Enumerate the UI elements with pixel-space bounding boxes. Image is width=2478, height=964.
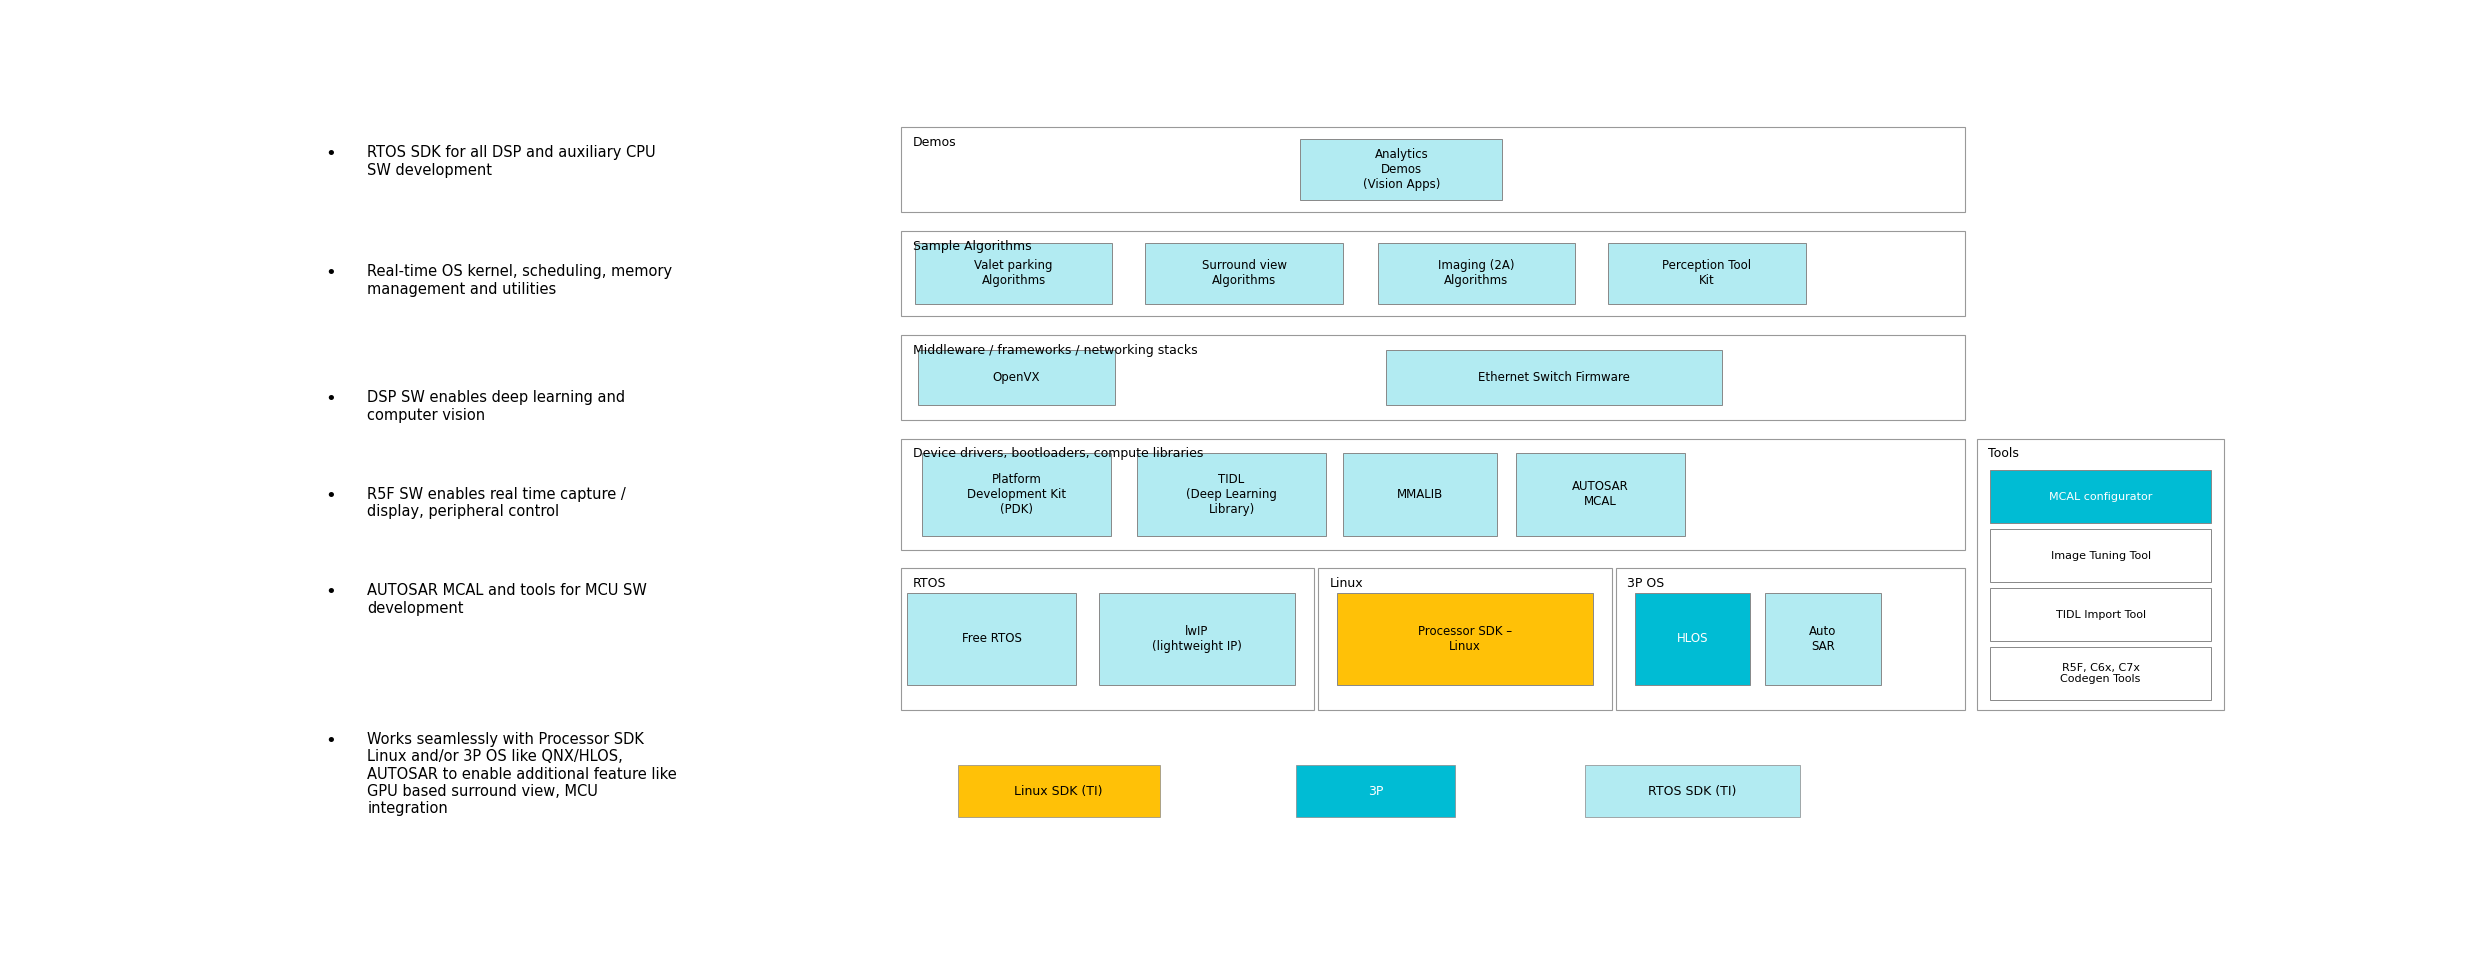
FancyBboxPatch shape [1990, 647, 2210, 700]
Text: •: • [325, 487, 337, 505]
FancyBboxPatch shape [917, 350, 1115, 405]
FancyBboxPatch shape [1977, 439, 2225, 710]
Text: Processor SDK –
Linux: Processor SDK – Linux [1417, 625, 1512, 653]
Text: •: • [325, 390, 337, 409]
Text: 3P: 3P [1368, 785, 1383, 797]
Text: Works seamlessly with Processor SDK
Linux and/or 3P OS like QNX/HLOS,
AUTOSAR to: Works seamlessly with Processor SDK Linu… [367, 732, 676, 817]
Text: Middleware / frameworks / networking stacks: Middleware / frameworks / networking sta… [912, 343, 1197, 357]
Text: Linux SDK (TI): Linux SDK (TI) [1014, 785, 1103, 797]
Text: •: • [325, 146, 337, 163]
Text: R5F, C6x, C7x
Codegen Tools: R5F, C6x, C7x Codegen Tools [2059, 663, 2141, 684]
FancyBboxPatch shape [1145, 243, 1343, 304]
FancyBboxPatch shape [922, 453, 1110, 536]
Text: •: • [325, 264, 337, 282]
Text: Valet parking
Algorithms: Valet parking Algorithms [974, 259, 1053, 287]
FancyBboxPatch shape [1137, 453, 1326, 536]
Text: HLOS: HLOS [1678, 632, 1707, 646]
FancyBboxPatch shape [1764, 593, 1881, 685]
Text: Ethernet Switch Firmware: Ethernet Switch Firmware [1479, 371, 1631, 384]
FancyBboxPatch shape [1343, 453, 1497, 536]
Text: •: • [325, 583, 337, 602]
Text: Demos: Demos [912, 136, 957, 148]
Text: MCAL configurator: MCAL configurator [2049, 492, 2153, 502]
Text: AUTOSAR MCAL and tools for MCU SW
development: AUTOSAR MCAL and tools for MCU SW develo… [367, 583, 647, 616]
Text: Real-time OS kernel, scheduling, memory
management and utilities: Real-time OS kernel, scheduling, memory … [367, 264, 672, 297]
Text: 3P OS: 3P OS [1628, 577, 1665, 590]
FancyBboxPatch shape [1301, 139, 1502, 200]
Text: Linux: Linux [1331, 577, 1363, 590]
FancyBboxPatch shape [1517, 453, 1685, 536]
FancyBboxPatch shape [1990, 470, 2210, 523]
FancyBboxPatch shape [914, 243, 1113, 304]
FancyBboxPatch shape [1318, 569, 1611, 710]
Text: Platform
Development Kit
(PDK): Platform Development Kit (PDK) [966, 472, 1066, 516]
FancyBboxPatch shape [1586, 765, 1799, 817]
Text: MMALIB: MMALIB [1398, 488, 1442, 500]
Text: Analytics
Demos
(Vision Apps): Analytics Demos (Vision Apps) [1363, 148, 1440, 191]
FancyBboxPatch shape [959, 765, 1160, 817]
Text: lwIP
(lightweight IP): lwIP (lightweight IP) [1152, 625, 1241, 653]
Text: TIDL
(Deep Learning
Library): TIDL (Deep Learning Library) [1187, 472, 1276, 516]
Text: Free RTOS: Free RTOS [961, 632, 1021, 646]
FancyBboxPatch shape [1385, 350, 1722, 405]
Text: RTOS SDK (TI): RTOS SDK (TI) [1648, 785, 1737, 797]
Text: Surround view
Algorithms: Surround view Algorithms [1202, 259, 1286, 287]
FancyBboxPatch shape [1990, 529, 2210, 582]
FancyBboxPatch shape [1616, 569, 1965, 710]
Text: Imaging (2A)
Algorithms: Imaging (2A) Algorithms [1437, 259, 1514, 287]
FancyBboxPatch shape [1296, 765, 1455, 817]
FancyBboxPatch shape [1338, 593, 1593, 685]
Text: OpenVX: OpenVX [994, 371, 1041, 384]
Text: •: • [325, 732, 337, 750]
FancyBboxPatch shape [907, 593, 1075, 685]
Text: AUTOSAR
MCAL: AUTOSAR MCAL [1571, 480, 1628, 508]
FancyBboxPatch shape [1378, 243, 1576, 304]
Text: TIDL Import Tool: TIDL Import Tool [2057, 609, 2146, 620]
FancyBboxPatch shape [902, 569, 1313, 710]
Text: Tools: Tools [1987, 447, 2020, 461]
FancyBboxPatch shape [1635, 593, 1749, 685]
FancyBboxPatch shape [902, 439, 1965, 549]
Text: DSP SW enables deep learning and
computer vision: DSP SW enables deep learning and compute… [367, 390, 624, 423]
Text: RTOS: RTOS [912, 577, 947, 590]
Text: Auto
SAR: Auto SAR [1809, 625, 1836, 653]
Text: Device drivers, bootloaders, compute libraries: Device drivers, bootloaders, compute lib… [912, 447, 1204, 461]
FancyBboxPatch shape [1608, 243, 1806, 304]
FancyBboxPatch shape [902, 127, 1965, 212]
Text: Image Tuning Tool: Image Tuning Tool [2049, 550, 2151, 561]
Text: Sample Algorithms: Sample Algorithms [912, 240, 1031, 253]
FancyBboxPatch shape [902, 230, 1965, 316]
Text: R5F SW enables real time capture /
display, peripheral control: R5F SW enables real time capture / displ… [367, 487, 627, 520]
Text: RTOS SDK for all DSP and auxiliary CPU
SW development: RTOS SDK for all DSP and auxiliary CPU S… [367, 146, 657, 177]
FancyBboxPatch shape [1100, 593, 1296, 685]
FancyBboxPatch shape [902, 335, 1965, 420]
FancyBboxPatch shape [1990, 588, 2210, 641]
Text: Perception Tool
Kit: Perception Tool Kit [1663, 259, 1752, 287]
